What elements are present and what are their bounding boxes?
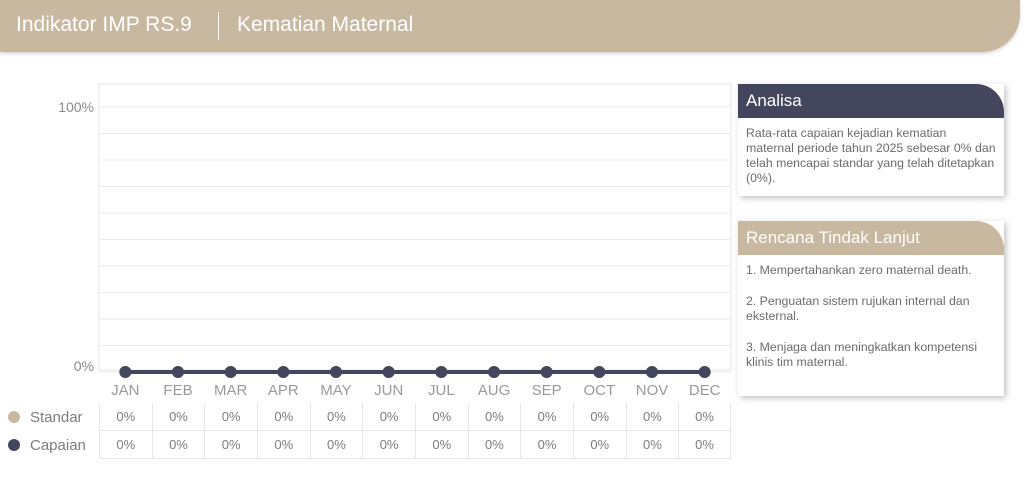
data-point-capaian [593,366,606,378]
table-cell: 0% [256,431,310,458]
data-point-capaian [224,366,237,378]
data-point-capaian [488,366,500,378]
legend-standar-label: Standar [30,408,83,426]
x-tick-label: MAR [214,382,248,399]
data-point-capaian [646,366,658,378]
chart-area: 100% 0% JAN FEB MAR APR MAY JUN JUL AUG SEP OCT NOV D… [0,80,740,480]
table-cell: 0% [99,403,152,430]
data-point-capaian [698,366,711,378]
x-tick-label: AUG [478,382,511,399]
line-chart: 100% 0% JAN FEB MAR APR MAY JUN JUL AUG SEP OCT NOV D… [58,83,732,399]
header-bar: Indikator IMP RS.9 Kematian Maternal [0,0,1020,52]
analisa-panel: Analisa Rata-rata capaian kejadian kemat… [738,84,1004,196]
table-cell: 0% [414,403,468,430]
data-point-capaian [540,366,553,378]
table-cell: 0% [99,431,152,458]
x-tick-label: OCT [583,382,615,399]
x-tick-label: JUL [428,382,455,399]
table-cell: 0% [572,403,626,430]
legend-standar-marker [8,411,20,423]
table-cell: 0% [625,431,679,458]
x-tick-label: JUN [374,382,403,399]
data-point-capaian [119,366,132,378]
table-cell: 0% [362,403,415,430]
rencana-panel: Rencana Tindak Lanjut 1. Mempertahankan … [738,221,1004,396]
table-cell: 0% [204,431,257,458]
data-point-capaian [277,366,290,378]
analisa-title: Analisa [738,84,1004,118]
indicator-title: Indikator IMP RS.9 [16,13,192,36]
table-cell: 0% [467,431,521,458]
legend-capaian: Capaian [8,431,103,459]
rencana-item: 3. Menjaga dan meningkatkan kompetensi k… [746,340,978,369]
data-point-capaian [382,366,395,378]
rencana-list: 1. Mempertahankan zero maternal death. 2… [738,255,1004,380]
legend-capaian-label: Capaian [30,436,86,454]
x-tick-label: SEP [532,382,562,399]
data-point-capaian [435,366,448,378]
table-cell: 0% [520,431,573,458]
x-tick-label: NOV [636,382,669,399]
x-tick-label: APR [268,382,299,399]
table-cell: 0% [678,431,731,458]
rencana-title: Rencana Tindak Lanjut [738,221,1004,255]
data-point-capaian [330,366,342,378]
table-cell: 0% [467,403,521,430]
x-tick-label: DEC [689,382,721,399]
table-cell: 0% [414,431,468,458]
table-cell: 0% [572,431,626,458]
table-cell: 0% [678,403,731,430]
indicator-subtitle: Kematian Maternal [237,13,414,36]
table-row-capaian: 0% 0% 0% 0% 0% 0% 0% 0% 0% 0% 0% 0% [99,431,731,459]
table-cell: 0% [204,403,257,430]
table-cell: 0% [309,431,363,458]
legend-standar: Standar [8,403,103,431]
data-point-capaian [172,366,184,378]
x-tick-label: MAY [320,382,351,399]
plot-frame [98,83,732,371]
analisa-text: Rata-rata capaian kejadian kematian mate… [746,126,996,185]
table-cell: 0% [362,431,415,458]
x-tick-label: FEB [163,382,192,399]
table-cell: 0% [625,403,679,430]
rencana-item: 1. Mempertahankan zero maternal death. [746,263,972,277]
y-tick-label: 100% [58,99,94,115]
data-table: 0% 0% 0% 0% 0% 0% 0% 0% 0% 0% 0% 0% 0% 0% 0% 0% 0% 0% 0% 0… [99,403,731,459]
table-cell: 0% [151,403,205,430]
table-cell: 0% [520,403,573,430]
rencana-item: 2. Penguatan sistem rujukan internal dan… [746,294,970,323]
table-cell: 0% [256,403,310,430]
header-divider [218,12,219,40]
legend-capaian-marker [8,439,20,451]
y-tick-label: 0% [74,358,94,374]
x-tick-label: JAN [111,382,139,399]
table-cell: 0% [151,431,205,458]
table-cell: 0% [309,403,363,430]
table-row-standar: 0% 0% 0% 0% 0% 0% 0% 0% 0% 0% 0% 0% [99,403,731,431]
